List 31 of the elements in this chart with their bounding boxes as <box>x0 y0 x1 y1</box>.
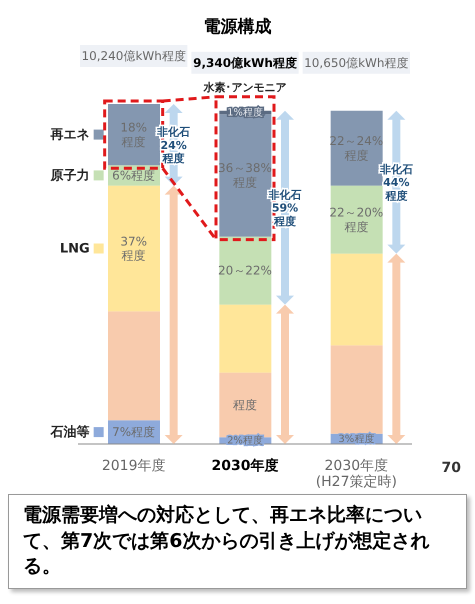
legend-label: 再エネ <box>50 127 90 142</box>
x-tick-label: 2030年度 (H27策定時) <box>316 458 397 490</box>
data-label: 6%程度 <box>112 168 156 182</box>
text: 10,240億kWh程度 <box>81 49 186 63</box>
bar <box>330 186 383 254</box>
legend-label: 原子力 <box>50 168 90 183</box>
data-label: 3%程度 <box>338 432 374 444</box>
bar <box>108 186 160 312</box>
x-tick-label: 2030年度 <box>212 457 278 474</box>
text: 10,650億kWh程度 <box>304 56 409 70</box>
bar <box>108 311 160 420</box>
data-label: 程度 <box>233 398 257 412</box>
legend-label: LNG <box>60 241 90 256</box>
bar <box>330 254 383 346</box>
bar <box>330 345 383 434</box>
annotation: 非化石 24% 程度 <box>156 125 190 164</box>
x-tick-label: 2019年度 <box>102 458 166 474</box>
bar <box>219 236 272 305</box>
data-label: 2%程度 <box>227 434 263 446</box>
data-label: 7%程度 <box>112 425 156 440</box>
text: 9,340億kWh程度 <box>193 56 297 70</box>
legend-label: 石油等 <box>50 424 90 440</box>
annotation: 非化石 44% 程度 <box>378 162 413 202</box>
data-label: 18% 程度 <box>120 120 148 149</box>
chart-title: 電源構成 <box>204 17 272 37</box>
bar <box>219 304 272 373</box>
text: 電源需要増への対応として、再エネ比率について、第7次では第6次からの引き上げが想定される。 <box>8 494 467 589</box>
text: 70 <box>442 460 462 476</box>
data-label: 37% 程度 <box>120 234 148 263</box>
annotation: 非化石 59% 程度 <box>268 188 302 228</box>
text: 水素･アンモニア <box>202 80 286 94</box>
